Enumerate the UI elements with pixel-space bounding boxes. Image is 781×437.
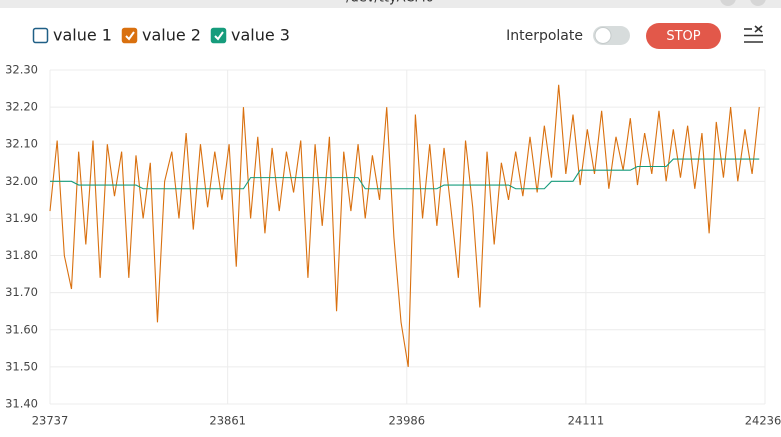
plot-area: 31.40 31.50 31.60 31.70 31.80 31.90 32.00 32.10… (5, 63, 781, 428)
interpolate-toggle[interactable] (593, 26, 630, 45)
x-tick-label: 23861 (209, 414, 246, 428)
stop-label: STOP (666, 29, 700, 44)
title-bar (0, 0, 781, 8)
window-title: /dev/ttyACM0 (346, 0, 434, 6)
legend-label: value 2 (142, 26, 201, 45)
stop-button[interactable] (646, 23, 721, 49)
interpolate-label: Interpolate (506, 28, 583, 44)
y-tick-label: 31.40 (5, 397, 38, 411)
y-tick-label: 32.20 (5, 100, 38, 114)
legend: value 1 value 2 value 3 (32, 26, 290, 45)
legend-item[interactable]: value 1 (32, 26, 112, 45)
legend-item[interactable]: value 2 (121, 26, 201, 45)
checkmark (214, 31, 224, 41)
y-tick-label: 32.10 (5, 137, 38, 151)
checkmark (125, 31, 135, 41)
menu-icon[interactable] (744, 25, 763, 43)
legend-label: value 3 (231, 26, 290, 45)
y-tick-label: 31.60 (5, 322, 38, 336)
y-tick-label: 31.90 (5, 211, 38, 225)
series-line (49, 84, 760, 367)
y-tick-label: 31.70 (5, 285, 38, 299)
legend-checkbox (32, 27, 49, 44)
series-line (50, 158, 760, 190)
y-tick-label: 31.50 (5, 359, 38, 373)
x-tick-label: 23737 (32, 414, 69, 428)
legend-checkbox (210, 27, 227, 44)
y-tick-label: 32.00 (5, 174, 38, 188)
window-button[interactable] (750, 0, 766, 6)
y-tick-label: 32.30 (5, 63, 38, 77)
x-tick-label: 24111 (568, 414, 605, 428)
legend-item[interactable]: value 3 (210, 26, 290, 45)
window-button[interactable] (720, 0, 736, 6)
y-tick-label: 31.80 (5, 248, 38, 262)
x-tick-label: 23986 (388, 414, 425, 428)
legend-checkbox (121, 27, 138, 44)
legend-label: value 1 (53, 26, 112, 45)
x-tick-label: 24236 (745, 414, 781, 428)
toggle-knob (594, 27, 612, 44)
